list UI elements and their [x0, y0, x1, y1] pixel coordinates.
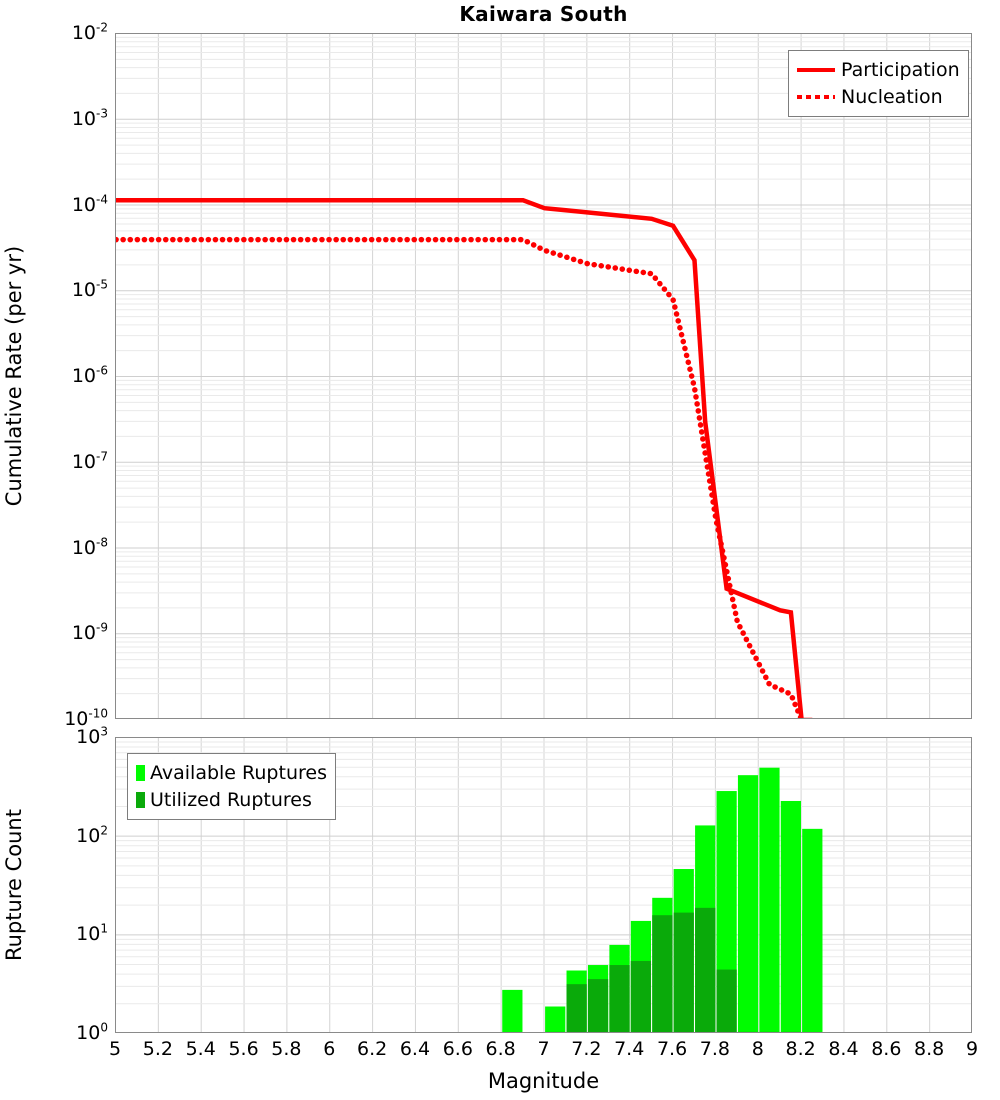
bottom-gridlines — [116, 738, 971, 1032]
bar-available — [802, 910, 823, 1032]
bar-available — [759, 767, 780, 1032]
cumulative-rate-plot — [115, 33, 972, 719]
legend-label-nucleation: Nucleation — [841, 85, 943, 108]
top-y-axis-title: Cumulative Rate (per yr) — [2, 245, 26, 507]
x-tick-label: 7.8 — [699, 1038, 730, 1060]
x-tick-label: 6 — [323, 1038, 336, 1060]
y-tick-label: 10-9 — [71, 620, 108, 645]
y-tick-label: 101 — [76, 922, 108, 946]
bar-utilized — [673, 912, 694, 1032]
y-tick-label: 10-2 — [71, 20, 108, 44]
bar-utilized — [716, 969, 737, 1032]
y-tick-label: 10-7 — [71, 449, 108, 473]
legend-label-utilized-ruptures: Utilized Ruptures — [150, 788, 312, 811]
x-tick-label: 8 — [751, 1038, 764, 1060]
x-tick-label: 6.2 — [356, 1038, 388, 1060]
x-tick-label: 8.4 — [828, 1038, 859, 1060]
bar-utilized — [587, 979, 609, 1032]
x-tick-label: 7.6 — [656, 1038, 688, 1060]
bottom-y-axis-title: Rupture Count — [2, 809, 26, 961]
x-tick-label: 8.6 — [871, 1038, 902, 1060]
legend-item-utilized-ruptures: Utilized Ruptures — [136, 786, 327, 813]
legend-item-participation: Participation — [797, 56, 960, 83]
y-tick-label: 10-6 — [71, 363, 108, 387]
page-title: Kaiwara South — [459, 2, 628, 26]
x-tick-label: 6.8 — [485, 1038, 516, 1060]
y-tick-label: 103 — [76, 724, 108, 748]
x-tick-label: 5.6 — [228, 1038, 259, 1060]
x-tick-label: 5.4 — [185, 1038, 216, 1060]
bar-available — [780, 800, 801, 1032]
x-axis-title: Magnitude — [487, 1069, 600, 1093]
x-tick-label: 8.8 — [914, 1038, 945, 1060]
bar-available — [737, 775, 759, 1032]
y-tick-label: 102 — [76, 823, 108, 847]
x-tick-label: 7.4 — [614, 1038, 645, 1060]
y-tick-label: 10-10 — [64, 706, 108, 730]
bar-utilized — [566, 984, 587, 1032]
top-gridlines — [116, 34, 971, 718]
y-tick-label: 10-5 — [71, 277, 108, 302]
x-tick-label: 6.6 — [442, 1038, 473, 1060]
x-tick-label: 5 — [108, 1038, 122, 1060]
bottom-data-bars — [116, 738, 971, 1032]
top-data-curves — [116, 34, 971, 718]
x-tick-label: 5.8 — [271, 1038, 302, 1060]
rupture-count-plot — [115, 737, 972, 1033]
curve-nucleation — [116, 236, 804, 718]
x-tick-label: 7.2 — [571, 1038, 602, 1060]
swatch-utilized-icon — [136, 791, 145, 808]
x-tick-label: 9 — [965, 1038, 979, 1060]
y-tick-label: 10-8 — [71, 535, 108, 559]
y-tick-label: 100 — [76, 1020, 108, 1044]
y-tick-label: 10-4 — [71, 192, 108, 216]
bar-utilized — [695, 907, 716, 1032]
curve-participation — [116, 198, 813, 718]
bar-utilized — [630, 960, 652, 1032]
legend-item-nucleation: Nucleation — [797, 83, 960, 110]
bar-utilized — [652, 915, 673, 1032]
y-tick-label: 10-3 — [71, 106, 108, 130]
line-dotted-icon — [797, 94, 835, 99]
swatch-available-icon — [136, 764, 145, 781]
bar-utilized — [609, 965, 630, 1032]
line-solid-icon — [797, 67, 835, 72]
x-tick-label: 8.2 — [785, 1038, 816, 1060]
bar-available — [502, 989, 523, 1032]
legend-item-available-ruptures: Available Ruptures — [136, 759, 327, 786]
bar-available — [545, 1006, 566, 1032]
top-legend: Participation Nucleation — [788, 50, 969, 117]
bottom-legend: Available Ruptures Utilized Ruptures — [127, 753, 336, 820]
legend-label-participation: Participation — [841, 58, 960, 81]
x-tick-label: 7 — [537, 1038, 550, 1060]
x-tick-label: 5.2 — [142, 1038, 173, 1060]
legend-label-available-ruptures: Available Ruptures — [150, 761, 327, 784]
x-tick-label: 6.4 — [399, 1038, 431, 1060]
